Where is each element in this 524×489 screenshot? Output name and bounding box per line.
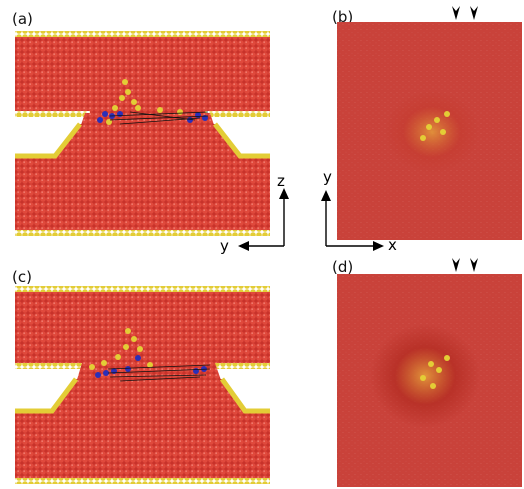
- axes-top-b: y x: [318, 168, 408, 258]
- axis-label-x: x: [388, 236, 397, 254]
- axis-label-y-top: y: [323, 168, 332, 186]
- panel-c-side-view: [10, 283, 280, 488]
- axes-side-a: z y: [218, 172, 298, 252]
- upper-slab: [15, 33, 270, 113]
- defect-region-b: [384, 90, 480, 174]
- arrow-markers-d: [450, 256, 490, 276]
- upper-slab-c: [15, 288, 270, 366]
- arrow-markers-b: [450, 4, 490, 24]
- axis-label-y: y: [220, 237, 229, 255]
- panel-d-top-view: [337, 274, 522, 487]
- axis-label-z: z: [277, 172, 285, 190]
- panel-label-a: (a): [12, 10, 33, 28]
